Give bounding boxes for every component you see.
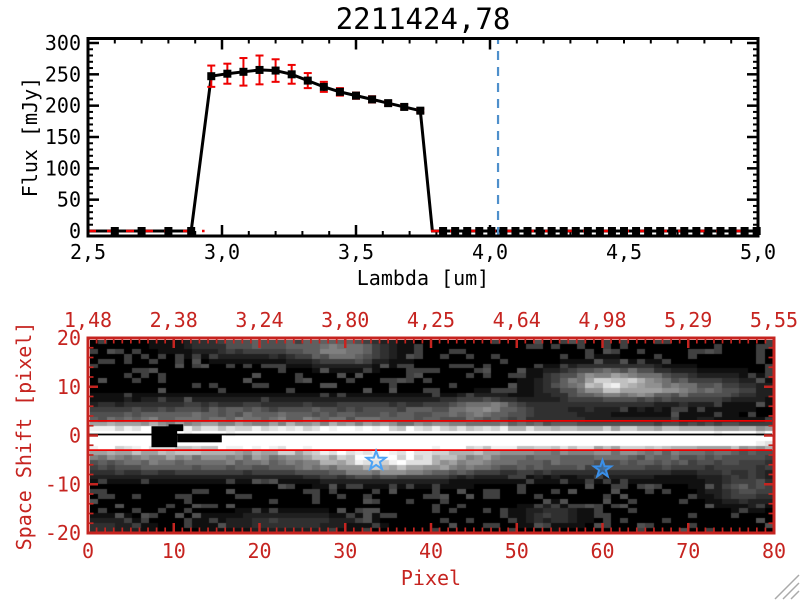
spectrum-marker [384,99,393,108]
spectrum-marker [656,227,665,235]
spectrum-marker [595,227,604,235]
pixel-tick-label: 50 [505,539,529,563]
spectrum-marker [110,227,119,235]
spectrum-marker [439,227,448,235]
pixel-tick-label: 20 [247,539,271,563]
flux-tick-label: 250 [45,62,81,86]
shift-tick-label: 0 [69,424,81,448]
shift-tick-label: 10 [57,375,81,399]
wavelength-top-label: 4,25 [407,308,455,332]
spectrum-marker [255,65,264,74]
bottom-plot-frame [86,336,776,535]
wavelength-top-label: 2,38 [150,308,198,332]
spectrum-marker [368,95,377,104]
pixel-axis-label: Pixel [400,566,462,590]
masked-region [177,434,222,443]
spectrum-marker [207,72,216,81]
lambda-tick-label: 4,5 [606,240,642,264]
spectrum-marker [559,227,568,235]
spectrum-marker [728,227,737,235]
spectrum-marker [620,227,628,235]
wavelength-top-label: 5,55 [750,308,798,332]
flux-tick-label: 200 [45,94,81,118]
shift-tick-label: -20 [45,521,81,545]
spectrum-marker [511,227,520,235]
spectrum-marker [680,227,689,235]
spectrum-marker [319,82,328,91]
spectrum-marker [607,227,616,235]
spectrum-marker [740,227,749,235]
flux-tick-label: 50 [57,188,81,212]
spectrum-marker [692,227,701,235]
spectrum-marker [523,227,532,235]
spectrum-marker [335,87,344,96]
spectrum-marker [137,227,146,235]
flux-tick-label: 100 [45,156,81,180]
spectrum-marker [704,227,713,235]
lambda-tick-label: 3,5 [338,240,374,264]
wavelength-top-label: 4,64 [493,308,541,332]
spectrum-marker [239,67,248,76]
star-marker-2 [590,457,615,479]
spectrum-marker [271,66,280,75]
spectrum-marker [287,70,296,79]
wavelength-top-label: 3,80 [321,308,369,332]
wavelength-top-label: 5,29 [664,308,712,332]
wavelength-top-label: 3,24 [235,308,283,332]
spectrum-marker [352,91,360,100]
pixel-tick-label: 40 [419,539,443,563]
spectrum-marker [499,227,508,235]
top-plot-frame [86,37,760,238]
pixel-tick-label: 70 [676,539,700,563]
plot-title: 2211424,78 [335,2,511,36]
spectrum-marker [644,227,653,235]
flux-tick-label: 0 [69,219,81,243]
flux-tick-label: 150 [45,125,81,149]
spectrum-marker [571,227,580,235]
pixel-tick-label: 0 [82,539,94,563]
spectrum-marker [583,227,592,235]
lambda-tick-label: 3,0 [204,240,240,264]
spectrum-marker [716,227,725,235]
wavelength-top-label: 4,98 [578,308,626,332]
spectrum-marker [632,227,641,235]
resize-grip [782,582,800,600]
resize-grip [774,574,800,600]
spectrum-marker [400,102,409,111]
flux-tick-label: 300 [45,31,81,55]
spectrum-marker [487,227,496,235]
spectrum-marker [164,227,173,235]
lambda-tick-label: 5,0 [740,240,776,264]
spectrum-line [88,68,758,233]
spectrum-marker [187,227,196,235]
spectrum-marker [535,227,544,235]
masked-region [168,424,184,432]
pixel-tick-label: 60 [590,539,614,563]
spectrum-marker [451,227,460,235]
resize-grip [790,590,800,600]
wavelength-top-label: 1,48 [64,308,112,332]
pixel-tick-label: 80 [762,539,786,563]
masked-region [151,426,178,448]
spectrum-marker [416,106,425,115]
shift-tick-label: -10 [45,472,81,496]
star-marker-1 [363,447,389,472]
pixel-tick-label: 30 [333,539,357,563]
spectrum-marker [303,76,312,85]
spectrum-marker [547,227,556,235]
lambda-axis-label: Lambda [um] [356,266,490,290]
shift-tick-label: 20 [57,326,81,350]
spectrum-marker [668,227,677,235]
lambda-tick-label: 2,5 [70,240,106,264]
spectrum-marker [223,69,232,78]
spectrum-marker [463,227,472,235]
spectrum-marker [475,227,484,235]
lambda-tick-label: 4,0 [472,240,508,264]
pixel-tick-label: 10 [162,539,186,563]
